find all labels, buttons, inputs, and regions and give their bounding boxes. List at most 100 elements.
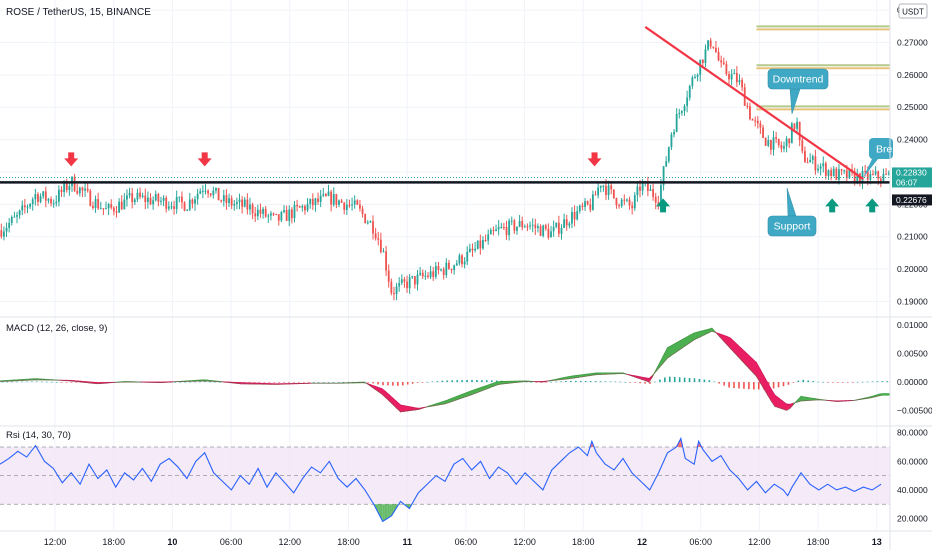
- candle[interactable]: [265, 206, 267, 218]
- candle[interactable]: [479, 234, 481, 254]
- candle[interactable]: [888, 171, 890, 176]
- candle[interactable]: [356, 199, 358, 205]
- candle[interactable]: [55, 195, 57, 206]
- candle[interactable]: [883, 169, 885, 182]
- candle[interactable]: [393, 287, 395, 300]
- candle[interactable]: [152, 196, 154, 209]
- candle[interactable]: [600, 185, 602, 192]
- candle[interactable]: [430, 266, 432, 279]
- candle[interactable]: [291, 207, 293, 223]
- candle[interactable]: [739, 74, 741, 85]
- candle[interactable]: [24, 199, 26, 214]
- candle[interactable]: [547, 223, 549, 239]
- candle[interactable]: [53, 199, 55, 207]
- candle[interactable]: [775, 132, 777, 143]
- candle[interactable]: [424, 270, 426, 280]
- candle[interactable]: [16, 212, 18, 223]
- candle[interactable]: [456, 260, 458, 266]
- candle[interactable]: [762, 125, 764, 138]
- candle[interactable]: [341, 199, 343, 203]
- candle[interactable]: [147, 191, 149, 208]
- candle[interactable]: [278, 214, 280, 225]
- candle[interactable]: [671, 132, 673, 150]
- candle[interactable]: [48, 198, 50, 204]
- candle[interactable]: [11, 215, 13, 225]
- candle[interactable]: [822, 156, 824, 172]
- candle[interactable]: [236, 198, 238, 210]
- candle[interactable]: [102, 208, 104, 215]
- candle[interactable]: [168, 201, 170, 210]
- candle[interactable]: [490, 228, 492, 235]
- candle[interactable]: [257, 205, 259, 220]
- candle[interactable]: [270, 211, 272, 220]
- candle[interactable]: [663, 166, 665, 190]
- candle[interactable]: [178, 197, 180, 203]
- candle[interactable]: [404, 277, 406, 288]
- candle[interactable]: [199, 188, 201, 194]
- candle[interactable]: [718, 47, 720, 61]
- candle[interactable]: [647, 177, 649, 196]
- candle[interactable]: [657, 196, 659, 210]
- candle[interactable]: [812, 154, 814, 164]
- currency-badge[interactable]: USDT: [899, 4, 927, 18]
- candle[interactable]: [707, 40, 709, 51]
- candle[interactable]: [150, 193, 152, 205]
- candle[interactable]: [233, 200, 235, 211]
- candle[interactable]: [754, 116, 756, 126]
- candle[interactable]: [84, 182, 86, 197]
- candle[interactable]: [364, 214, 366, 224]
- candle[interactable]: [8, 218, 10, 232]
- candle[interactable]: [613, 189, 615, 199]
- candle[interactable]: [508, 218, 510, 240]
- candle[interactable]: [540, 224, 542, 236]
- candle[interactable]: [197, 189, 199, 205]
- candle[interactable]: [631, 202, 633, 215]
- candle[interactable]: [448, 260, 450, 270]
- candle[interactable]: [553, 221, 555, 237]
- candle[interactable]: [137, 189, 139, 202]
- candle[interactable]: [796, 117, 798, 131]
- candle[interactable]: [123, 193, 125, 209]
- candle[interactable]: [246, 193, 248, 214]
- candle[interactable]: [92, 202, 94, 210]
- candle[interactable]: [576, 206, 578, 221]
- candle[interactable]: [390, 278, 392, 295]
- candle[interactable]: [299, 205, 301, 207]
- candle[interactable]: [388, 264, 390, 287]
- candle[interactable]: [385, 246, 387, 276]
- candle[interactable]: [3, 226, 5, 240]
- candle[interactable]: [778, 138, 780, 147]
- candle[interactable]: [118, 198, 120, 213]
- candle[interactable]: [566, 215, 568, 231]
- candle[interactable]: [804, 147, 806, 163]
- candle[interactable]: [568, 221, 570, 228]
- downtrend-line[interactable]: [645, 27, 863, 179]
- candle[interactable]: [301, 204, 303, 211]
- candle[interactable]: [100, 202, 102, 209]
- candle[interactable]: [27, 204, 29, 213]
- candle[interactable]: [563, 214, 565, 228]
- candle[interactable]: [239, 194, 241, 210]
- candle[interactable]: [710, 38, 712, 49]
- signal-line[interactable]: [0, 331, 881, 408]
- candle[interactable]: [42, 191, 44, 199]
- candle[interactable]: [472, 243, 474, 256]
- candle[interactable]: [765, 137, 767, 146]
- candle[interactable]: [623, 194, 625, 205]
- candle[interactable]: [705, 44, 707, 67]
- candle[interactable]: [519, 215, 521, 227]
- candle[interactable]: [482, 236, 484, 250]
- candle[interactable]: [741, 78, 743, 92]
- candle[interactable]: [513, 219, 515, 234]
- candle[interactable]: [621, 198, 623, 208]
- candle[interactable]: [66, 179, 68, 193]
- candle[interactable]: [252, 203, 254, 219]
- candle[interactable]: [833, 166, 835, 177]
- candle[interactable]: [629, 197, 631, 210]
- candle[interactable]: [783, 142, 785, 153]
- candle[interactable]: [537, 223, 539, 232]
- candle[interactable]: [733, 69, 735, 74]
- candle[interactable]: [574, 205, 576, 226]
- support-price-badge[interactable]: 0.22676: [892, 194, 932, 205]
- candle[interactable]: [307, 198, 309, 212]
